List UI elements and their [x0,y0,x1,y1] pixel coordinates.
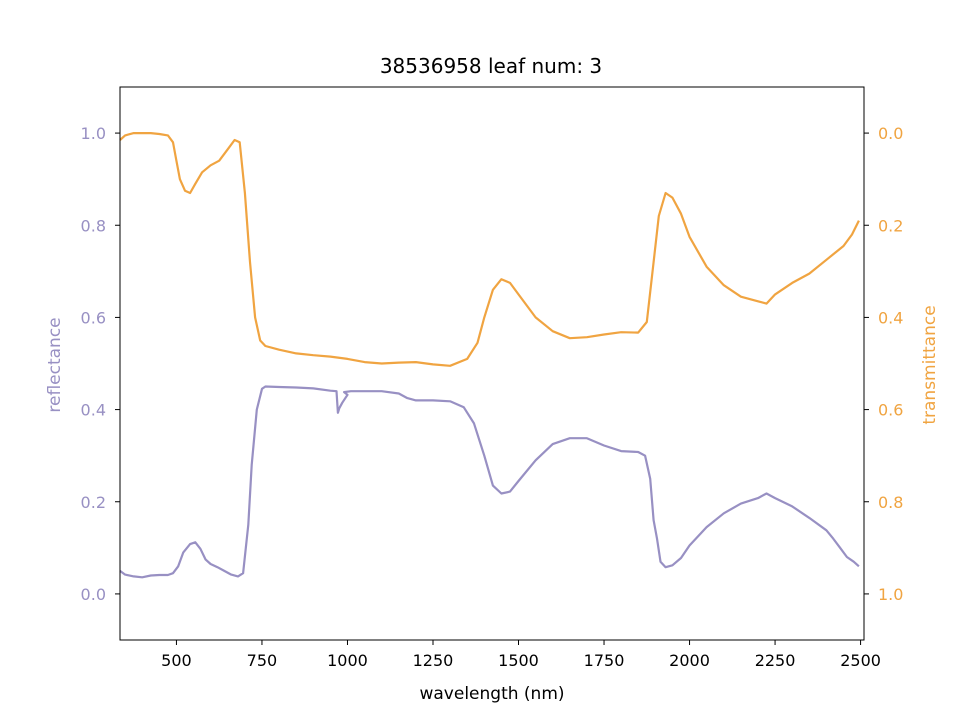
y-left-tick-label: 0.2 [81,493,106,512]
x-tick-label: 1750 [584,651,625,670]
x-tick-label: 750 [247,651,278,670]
reflectance-line [119,385,860,579]
y-right-tick-label: 0.4 [878,308,903,327]
x-tick-label: 1500 [498,651,539,670]
y-axis-left: 0.0 0.2 0.4 0.6 0.8 1.0 [81,124,120,604]
y-right-tick-label: 0.0 [878,124,903,143]
y-left-tick-label: 0.0 [81,585,106,604]
x-tick-label: 1000 [327,651,368,670]
y-right-tick-label: 0.8 [878,493,903,512]
y-axis-right-title: transmittance [920,305,940,424]
x-tick-label: 2250 [755,651,796,670]
x-tick-label: 500 [161,651,192,670]
y-axis-right: 0.0 0.2 0.4 0.6 0.8 1.0 [864,124,903,604]
x-tick-label: 1250 [413,651,454,670]
y-axis-left-title: reflectance [45,317,65,412]
plot-frame [119,86,865,641]
transmittance-line [119,132,860,367]
x-axis: 500 750 1000 1250 1500 1750 2000 2250 2500 [161,640,881,670]
y-right-tick-label: 0.2 [878,216,903,235]
chart-title: 38536958 leaf num: 3 [380,54,602,78]
x-tick-label: 2500 [840,651,881,670]
y-right-tick-label: 1.0 [878,585,903,604]
y-left-tick-label: 0.4 [81,401,106,420]
series-layer [119,132,860,579]
y-left-tick-label: 0.8 [81,216,106,235]
y-right-tick-label: 0.6 [878,401,903,420]
x-tick-label: 2000 [669,651,710,670]
y-left-tick-label: 1.0 [81,124,106,143]
y-left-tick-label: 0.6 [81,308,106,327]
x-axis-title: wavelength (nm) [419,684,564,704]
